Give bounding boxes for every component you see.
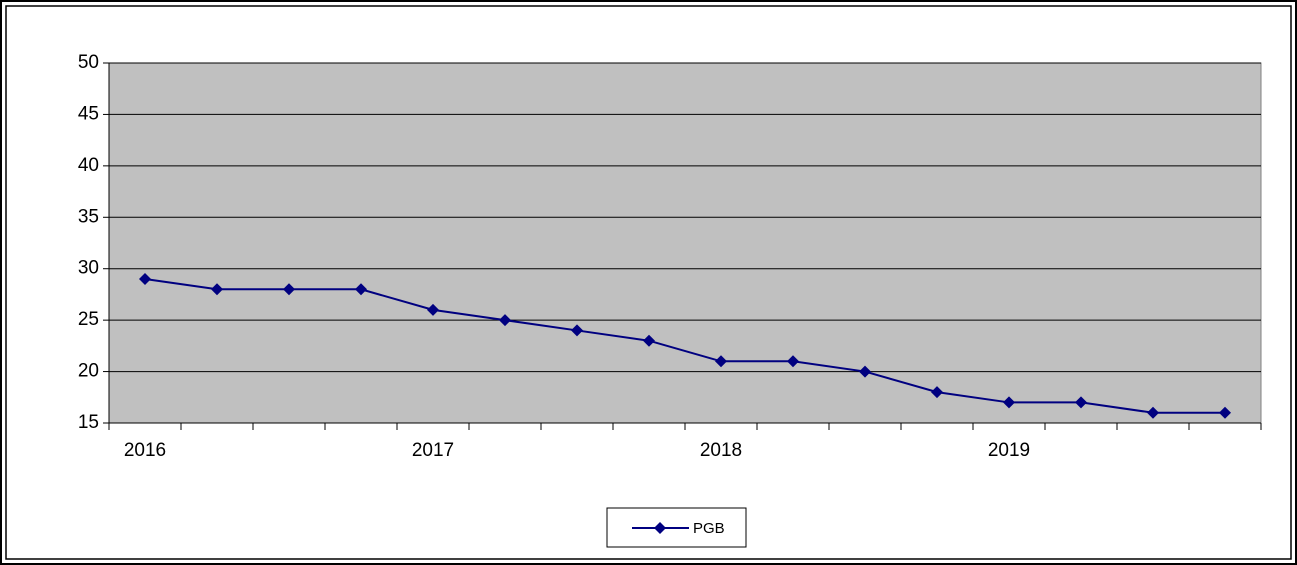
marker — [1219, 406, 1231, 419]
marker — [715, 355, 727, 368]
x-tick-label: 2018 — [700, 440, 742, 461]
y-tick-label: 15 — [78, 412, 99, 433]
y-tick-label: 20 — [78, 361, 99, 382]
y-tick-label: 35 — [78, 206, 99, 227]
marker — [787, 355, 799, 368]
marker — [571, 324, 583, 337]
legend-marker — [654, 522, 666, 534]
x-tick-label: 2019 — [988, 440, 1030, 461]
marker — [499, 314, 511, 327]
plot-area — [108, 62, 1262, 424]
marker — [931, 386, 943, 399]
marker — [643, 334, 655, 347]
series-line — [144, 278, 1225, 414]
y-tick-label: 25 — [78, 309, 99, 330]
y-tick-label: 45 — [78, 103, 99, 124]
marker — [1003, 396, 1015, 409]
marker — [139, 273, 151, 285]
marker — [355, 283, 367, 296]
x-tick-label: 2017 — [412, 440, 454, 461]
marker — [211, 283, 223, 296]
marker — [1075, 396, 1087, 409]
x-tick-label: 2016 — [124, 440, 166, 461]
inner-border — [5, 5, 1292, 560]
y-tick-label: 40 — [78, 155, 99, 176]
marker — [283, 283, 295, 296]
legend-label: PGB — [693, 520, 725, 537]
y-tick-label: 50 — [78, 52, 99, 73]
marker — [1147, 406, 1159, 419]
marker — [427, 303, 439, 316]
y-tick-label: 30 — [78, 258, 99, 279]
marker — [859, 365, 871, 378]
